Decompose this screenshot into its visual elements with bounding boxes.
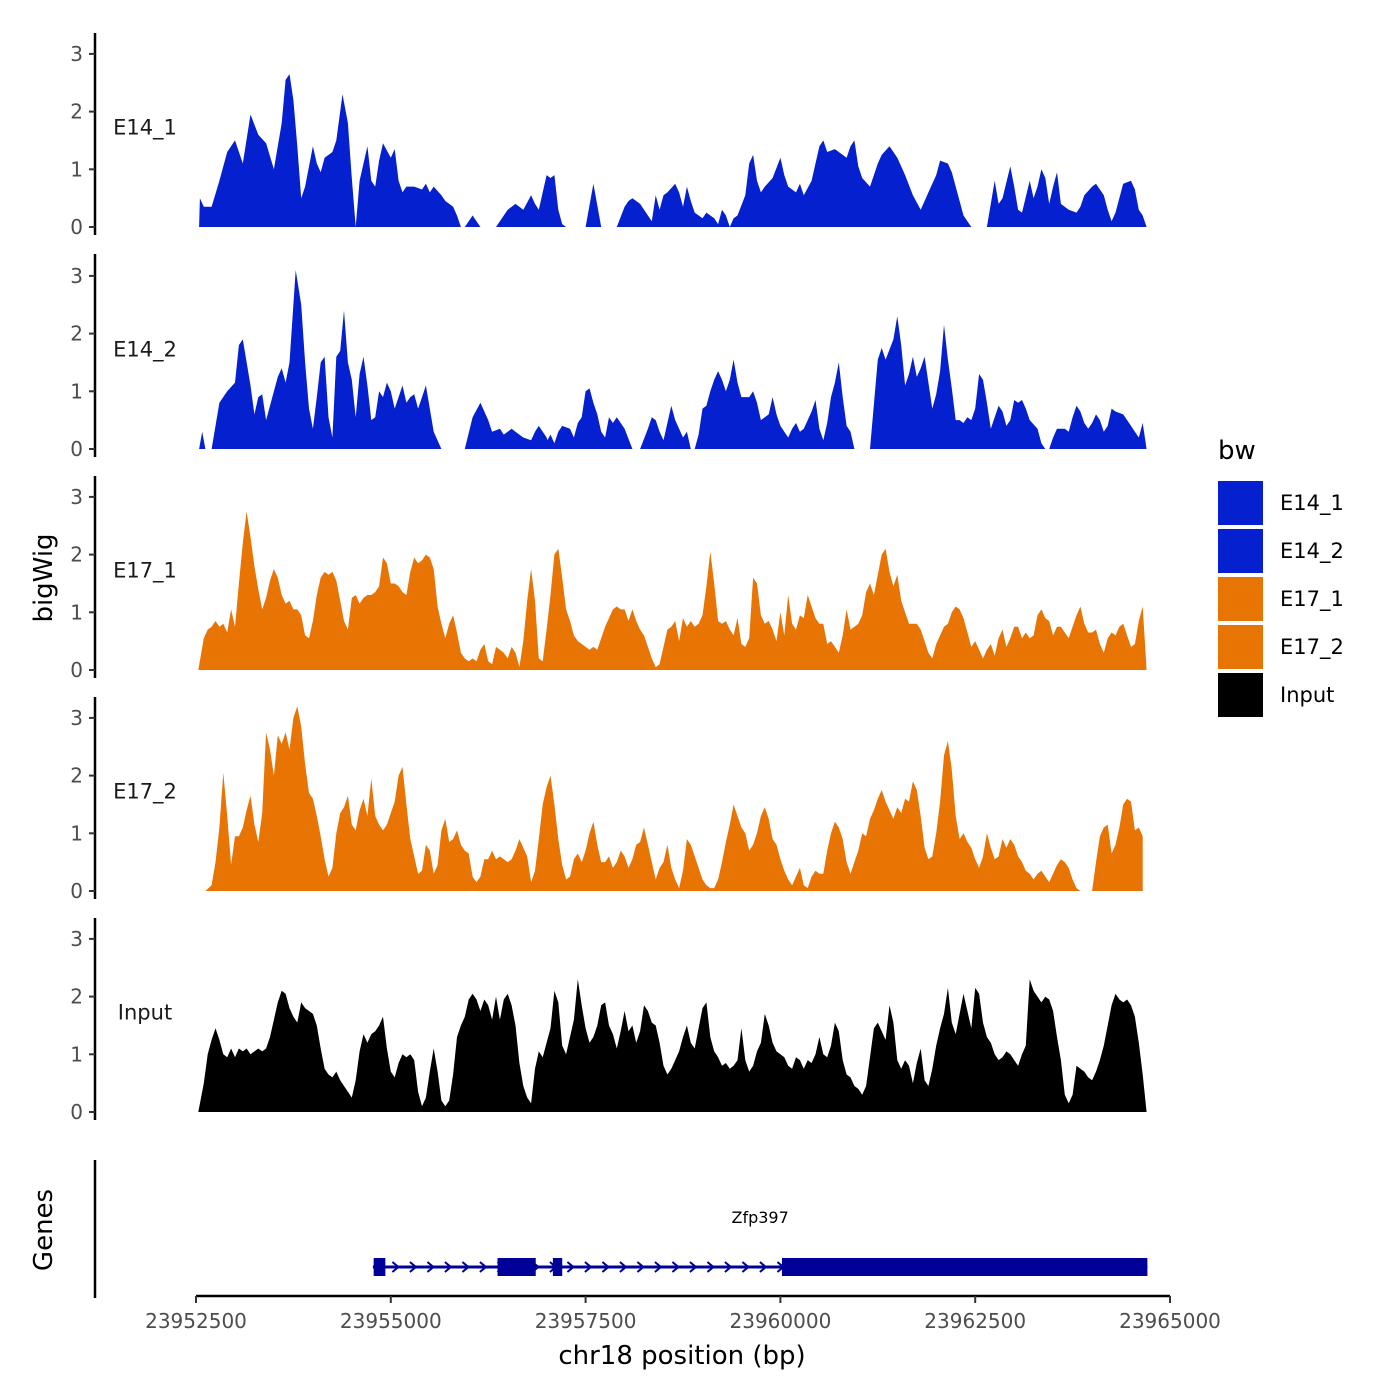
x-axis-title: chr18 position (bp) bbox=[558, 1341, 805, 1371]
strand-arrow bbox=[584, 1261, 593, 1273]
x-tick-label: 23962500 bbox=[924, 1309, 1026, 1333]
x-tick-label: 23957500 bbox=[535, 1309, 637, 1333]
gene-exon-1 bbox=[497, 1258, 536, 1276]
y-tick-label: 0 bbox=[70, 437, 83, 461]
strand-arrow bbox=[724, 1261, 733, 1273]
gene-exon-3 bbox=[781, 1258, 1148, 1276]
strand-arrow bbox=[636, 1261, 645, 1273]
x-tick-label: 23960000 bbox=[730, 1309, 832, 1333]
facet-label-E14_2: E14_2 bbox=[113, 338, 177, 363]
strand-arrow bbox=[391, 1261, 400, 1273]
y-tick-label: 2 bbox=[70, 100, 83, 124]
facet-label-E17_2: E17_2 bbox=[113, 780, 177, 805]
genes-axis-title: Genes bbox=[29, 1189, 59, 1271]
strand-arrow bbox=[619, 1261, 628, 1273]
y-tick-label: 1 bbox=[70, 1042, 83, 1066]
y-tick-label: 3 bbox=[70, 485, 83, 509]
panel-Input: 0 1 2 3 Input bbox=[70, 918, 1147, 1124]
legend-swatch-E17_1 bbox=[1218, 577, 1263, 621]
area-E14_1-segment-0 bbox=[199, 74, 461, 227]
strand-arrow bbox=[444, 1261, 453, 1273]
y-tick-label: 0 bbox=[70, 215, 83, 239]
legend-label-E14_2: E14_2 bbox=[1280, 539, 1344, 564]
legend-swatch-E17_2 bbox=[1218, 625, 1263, 669]
strand-arrow bbox=[601, 1261, 610, 1273]
area-E14_1-segment-4 bbox=[616, 140, 972, 227]
y-tick-label: 3 bbox=[70, 42, 83, 66]
legend-swatch-E14_2 bbox=[1218, 529, 1263, 573]
facet-label-E14_1: E14_1 bbox=[113, 116, 177, 141]
y-tick-label: 1 bbox=[70, 600, 83, 624]
y-tick-label: 1 bbox=[70, 157, 83, 181]
strand-arrow bbox=[409, 1261, 418, 1273]
area-E14_2-segment-1 bbox=[211, 270, 442, 449]
panel-E14_2: 0 1 2 3 E14_2 bbox=[70, 254, 1147, 461]
legend-title: bw bbox=[1218, 436, 1256, 466]
gene-track: Zfp397 bbox=[93, 1160, 1148, 1298]
gene-name-label: Zfp397 bbox=[731, 1208, 788, 1227]
x-tick-label: 23965000 bbox=[1119, 1309, 1221, 1333]
legend: bw E14_1 E14_2 E17_1 E17_2 Input bbox=[1218, 436, 1344, 717]
area-E14_2-segment-5 bbox=[694, 359, 855, 449]
x-tick-label: 23955000 bbox=[340, 1309, 442, 1333]
area-E14_2-segment-4 bbox=[640, 405, 691, 449]
facet-label-Input: Input bbox=[118, 1001, 172, 1025]
strand-arrow bbox=[689, 1261, 698, 1273]
strand-arrow bbox=[426, 1261, 435, 1273]
strand-arrow bbox=[706, 1261, 715, 1273]
y-tick-label: 3 bbox=[70, 927, 83, 951]
y-tick-label: 3 bbox=[70, 264, 83, 288]
legend-label-E14_1: E14_1 bbox=[1280, 491, 1344, 516]
strand-arrow bbox=[759, 1261, 768, 1273]
y-tick-label: 3 bbox=[70, 706, 83, 730]
strand-arrow bbox=[654, 1261, 663, 1273]
y-tick-label: 2 bbox=[70, 764, 83, 788]
y-tick-label: 2 bbox=[70, 985, 83, 1009]
panel-E17_1: 0 1 2 3 E17_1 bbox=[70, 476, 1147, 682]
area-E14_2-segment-7 bbox=[1049, 405, 1147, 449]
area-E14_2-segment-3 bbox=[542, 388, 633, 449]
y-tick-label: 0 bbox=[70, 658, 83, 682]
area-E14_2-segment-2 bbox=[464, 402, 551, 449]
y-tick-label: 2 bbox=[70, 543, 83, 567]
strand-arrow bbox=[741, 1261, 750, 1273]
y-tick-label: 2 bbox=[70, 322, 83, 346]
x-axis: 23952500 23955000 23957500 23960000 23962500… bbox=[145, 1294, 1221, 1333]
track-panels: 0 1 2 3 E14_1 0 1 2 3 E14_2 0 1 2 3 E17_1 0 1 2 3 E17_2 0 1 2 3… bbox=[70, 33, 1147, 1124]
facet-label-E17_1: E17_1 bbox=[113, 559, 177, 584]
y-tick-label: 0 bbox=[70, 879, 83, 903]
area-E14_1-segment-3 bbox=[585, 183, 602, 227]
y-axis-title: bigWig bbox=[29, 533, 59, 622]
area-E14_2-segment-6 bbox=[870, 316, 1046, 449]
legend-label-E17_2: E17_2 bbox=[1280, 635, 1344, 660]
legend-swatch-Input bbox=[1218, 673, 1263, 717]
area-E14_1-segment-2 bbox=[496, 175, 567, 227]
y-tick-label: 1 bbox=[70, 379, 83, 403]
area-Input-segment-0 bbox=[198, 979, 1147, 1112]
panel-E14_1: 0 1 2 3 E14_1 bbox=[70, 33, 1147, 239]
legend-label-Input: Input bbox=[1280, 683, 1334, 707]
strand-arrow bbox=[671, 1261, 680, 1273]
area-E14_1-segment-5 bbox=[986, 166, 1147, 227]
x-tick-label: 23952500 bbox=[145, 1309, 247, 1333]
area-E14_1-segment-1 bbox=[464, 215, 481, 227]
legend-swatch-E14_1 bbox=[1218, 481, 1263, 525]
gene-exon-0 bbox=[373, 1258, 386, 1276]
strand-arrow bbox=[566, 1261, 575, 1273]
area-E17_1-segment-0 bbox=[198, 511, 1147, 670]
y-tick-label: 0 bbox=[70, 1100, 83, 1124]
area-E17_2-segment-0 bbox=[205, 706, 1081, 891]
legend-label-E17_1: E17_1 bbox=[1280, 587, 1344, 612]
area-E14_2-segment-0 bbox=[199, 431, 206, 449]
gene-exon-2 bbox=[552, 1258, 563, 1276]
strand-arrow bbox=[461, 1261, 470, 1273]
panel-E17_2: 0 1 2 3 E17_2 bbox=[70, 697, 1143, 903]
area-E17_2-segment-1 bbox=[1092, 798, 1143, 891]
strand-arrow bbox=[479, 1261, 488, 1273]
y-tick-label: 1 bbox=[70, 821, 83, 845]
